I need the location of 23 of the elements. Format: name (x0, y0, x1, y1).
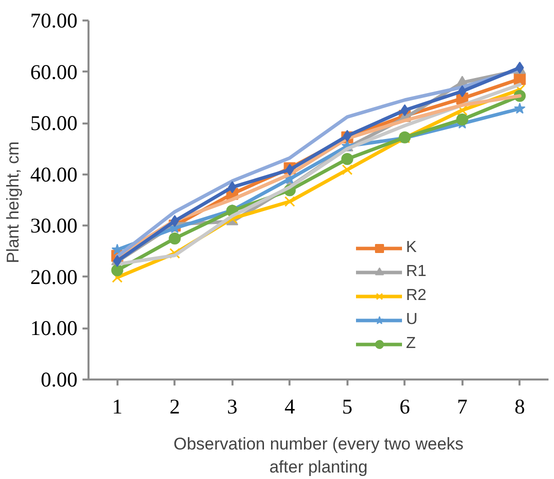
legend-label: R2 (406, 287, 426, 305)
legend-label: R1 (406, 263, 426, 281)
y-tick-label: 50.00 (30, 111, 78, 136)
x-tick-label: 6 (400, 394, 410, 418)
x-tick-label: 4 (284, 394, 296, 418)
y-tick-label: 20.00 (30, 264, 78, 289)
y-tick-label: 30.00 (30, 214, 78, 238)
y-tick-label: 70.00 (30, 8, 78, 32)
x-tick-label: 3 (227, 394, 238, 418)
x-tick-label: 2 (170, 394, 180, 418)
y-tick-label: 40.00 (30, 162, 78, 186)
y-tick-label: 10.00 (30, 316, 78, 340)
x-tick-label: 1 (112, 394, 122, 418)
x-tick-label: 5 (342, 394, 352, 418)
x-axis-title: Observation number (every two weeks after planting (173, 434, 464, 476)
y-axis-title: Plant height, cm (3, 141, 22, 264)
y-tick-label: 0.00 (40, 368, 78, 392)
legend-label: Z (406, 335, 417, 353)
legend-label: U (406, 311, 419, 329)
legend-label: K (406, 239, 418, 257)
x-tick-label: 7 (457, 394, 468, 418)
x-tick-label: 8 (514, 394, 525, 418)
y-tick-label: 60.00 (30, 60, 78, 84)
